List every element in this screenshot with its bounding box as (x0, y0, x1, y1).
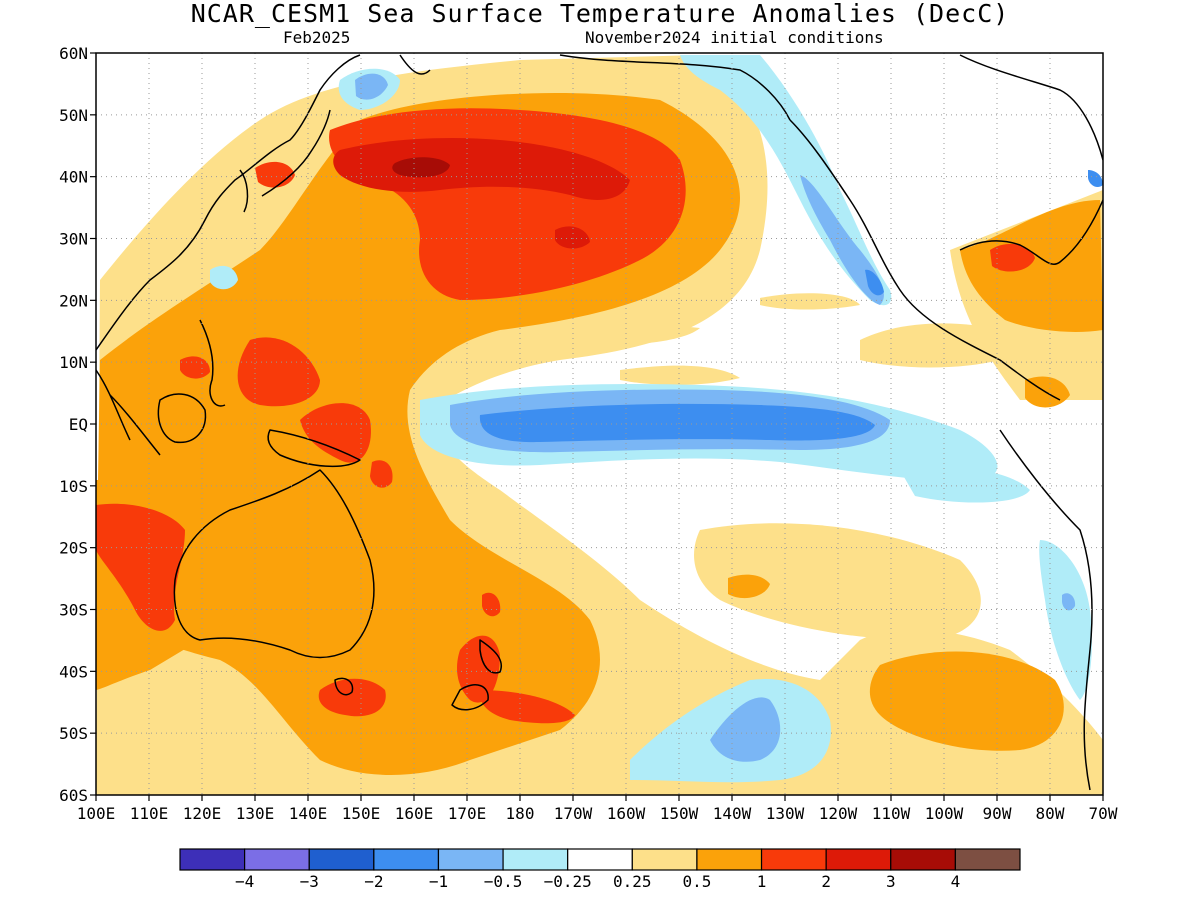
colorbar-swatch (825, 848, 892, 871)
lon-label: 160W (607, 804, 646, 823)
lat-label: EQ (69, 415, 88, 434)
axis-ticks (90, 52, 1104, 801)
sumatra (109, 394, 161, 456)
coastlines (96, 54, 1103, 791)
canada-east (959, 54, 1103, 161)
anomaly-neg-1 (479, 170, 1103, 443)
australia (173, 469, 375, 659)
colorbar-swatch (308, 848, 375, 871)
lon-label: 140E (289, 804, 328, 823)
lon-label: 140W (713, 804, 752, 823)
lon-label: 80W (1036, 804, 1065, 823)
lon-label: 120E (183, 804, 222, 823)
lon-label: 110E (130, 804, 169, 823)
colorbar-label: 4 (951, 872, 961, 891)
anomaly-3-4 (392, 157, 450, 178)
colorbar-label: 0.5 (682, 872, 711, 891)
tasmania (334, 677, 354, 696)
gulf-coast (959, 199, 1103, 265)
colorbar-swatch (244, 848, 310, 871)
lat-lon-grid (96, 53, 1103, 795)
lat-label: 40S (59, 662, 88, 681)
lon-label: 100E (77, 804, 116, 823)
colorbar-label: 1 (757, 872, 767, 891)
colorbar-label: −0.25 (544, 872, 592, 891)
borneo (157, 393, 207, 444)
lon-label: 160E (395, 804, 434, 823)
colorbar-swatch (437, 848, 504, 871)
new-guinea (267, 429, 361, 468)
lat-label: 60S (59, 786, 88, 805)
philippines (199, 319, 226, 407)
latitude-labels: 60N 50N 40N 30N 20N 10N EQ 10S 20S 30S 40S 50S 60S (59, 44, 88, 805)
colorbar-swatch (179, 848, 246, 871)
colorbar-swatch (567, 848, 633, 871)
colorbar-label: 0.25 (613, 872, 652, 891)
japan (261, 109, 331, 197)
colorbar-labels: −4 −3 −2 −1 −0.5 −0.25 0.25 0.5 1 2 3 4 (235, 872, 960, 891)
korea-coast (239, 169, 249, 213)
colorbar-swatch (696, 848, 763, 871)
lon-label: 170E (448, 804, 487, 823)
colorbar-swatch (890, 848, 956, 871)
lon-label: 170W (554, 804, 593, 823)
longitude-labels: 100E 110E 120E 130E 140E 150E 160E 170E 180 170W 1… (77, 804, 1118, 823)
lon-label: 130W (766, 804, 805, 823)
south-america-coast (999, 429, 1093, 791)
lat-label: 10N (59, 353, 88, 372)
forecast-month: Feb2025 (283, 28, 351, 47)
lat-label: 50N (59, 106, 88, 125)
colorbar-swatch (760, 848, 827, 871)
lat-label: 40N (59, 168, 88, 187)
initial-conditions: November2024 initial conditions (585, 28, 884, 47)
lon-label: 150E (342, 804, 381, 823)
lon-label: 130E (236, 804, 275, 823)
lat-label: 20N (59, 291, 88, 310)
colorbar-label: −4 (235, 872, 254, 891)
lon-label: 70W (1089, 804, 1118, 823)
new-zealand-north (479, 639, 502, 674)
lat-label: 50S (59, 724, 88, 743)
north-america-coast (789, 119, 1061, 401)
chart-title: NCAR_CESM1 Sea Surface Temperature Anoma… (190, 0, 1010, 28)
colorbar-swatch (502, 848, 569, 871)
asia-coast (96, 54, 361, 351)
colorbar-swatch (631, 848, 698, 871)
lon-label: 120W (819, 804, 858, 823)
lat-label: 10S (59, 477, 88, 496)
lat-label: 30N (59, 230, 88, 249)
lon-label: 150W (660, 804, 699, 823)
kamchatka (399, 54, 431, 75)
lat-label: 20S (59, 539, 88, 558)
colorbar-label: 3 (886, 872, 896, 891)
colorbar-label: −3 (300, 872, 319, 891)
colorbar-label: −2 (364, 872, 383, 891)
colorbar-swatch (373, 848, 440, 871)
lon-label: 180 (506, 804, 535, 823)
colorbar-swatch (954, 848, 1021, 871)
lon-label: 110W (872, 804, 911, 823)
new-zealand-south (451, 684, 489, 711)
colorbar-label: −0.5 (484, 872, 523, 891)
colorbar (179, 848, 1021, 871)
lon-label: 100W (925, 804, 964, 823)
indochina (96, 369, 131, 441)
anomaly-2-3 (333, 138, 630, 249)
colorbar-label: −1 (429, 872, 448, 891)
lat-label: 60N (59, 44, 88, 63)
alaska-coast (559, 54, 791, 121)
lat-label: 30S (59, 601, 88, 620)
anomaly-field (96, 53, 1103, 795)
lon-label: 90W (983, 804, 1012, 823)
colorbar-label: 2 (821, 872, 831, 891)
